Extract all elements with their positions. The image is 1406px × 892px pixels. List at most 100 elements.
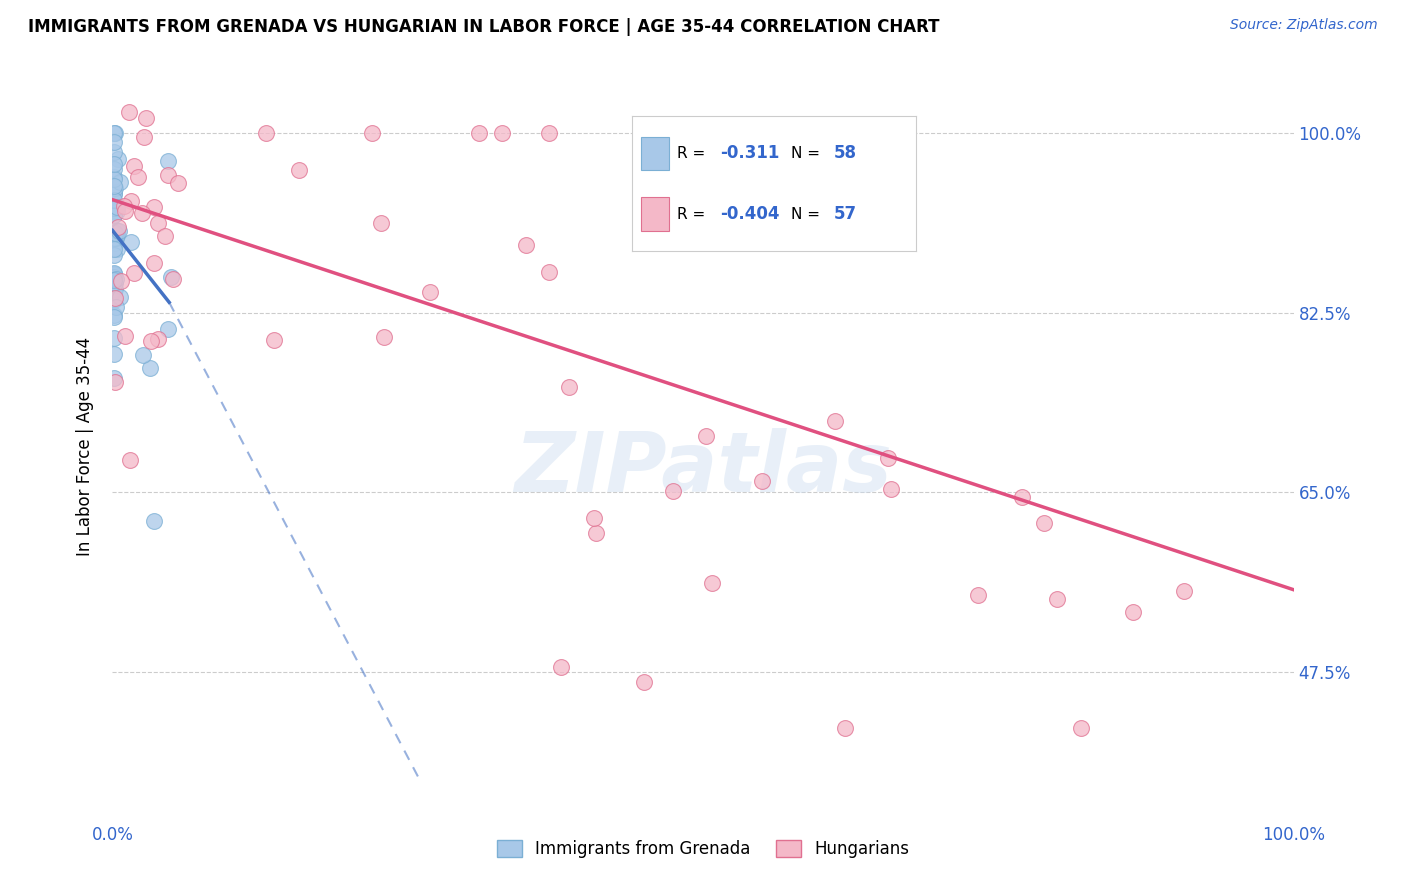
Point xyxy=(103,208,125,222)
Point xyxy=(117,105,139,120)
Point xyxy=(103,172,125,186)
Point xyxy=(491,126,513,140)
Point xyxy=(143,200,166,214)
Point xyxy=(966,588,988,602)
Legend: Immigrants from Grenada, Hungarians: Immigrants from Grenada, Hungarians xyxy=(491,833,915,864)
Point xyxy=(104,277,127,291)
Point xyxy=(103,273,125,287)
Point xyxy=(103,203,125,218)
Point xyxy=(538,126,561,140)
Point xyxy=(103,293,125,308)
Point xyxy=(103,126,125,140)
Point xyxy=(877,451,900,466)
Point xyxy=(695,428,717,442)
Point xyxy=(105,224,128,238)
Point xyxy=(582,511,605,525)
Point xyxy=(103,331,125,345)
Point xyxy=(127,170,149,185)
Point xyxy=(105,272,128,286)
Point xyxy=(110,290,132,304)
Point xyxy=(124,267,146,281)
Point xyxy=(110,274,132,288)
Point xyxy=(751,474,773,488)
Point xyxy=(157,153,180,168)
Point xyxy=(104,292,127,306)
Point xyxy=(361,126,384,140)
Point xyxy=(103,135,125,149)
Point xyxy=(537,265,560,279)
Point xyxy=(114,203,136,218)
Point xyxy=(467,126,489,140)
Point xyxy=(103,242,125,256)
Point xyxy=(103,231,125,245)
Text: ZIPatlas: ZIPatlas xyxy=(515,428,891,509)
Point xyxy=(107,220,129,235)
Point xyxy=(585,526,607,541)
Point xyxy=(105,242,128,256)
Point xyxy=(107,152,129,166)
Point xyxy=(112,199,135,213)
Point xyxy=(103,170,125,185)
Point xyxy=(153,229,176,244)
Point xyxy=(118,453,141,467)
Point xyxy=(103,268,125,282)
Point xyxy=(662,484,685,499)
Point xyxy=(103,270,125,285)
Point xyxy=(103,248,125,262)
Point xyxy=(104,126,127,140)
Point xyxy=(103,308,125,322)
Point xyxy=(162,271,184,285)
Point xyxy=(263,333,285,347)
Point xyxy=(103,194,125,208)
Point xyxy=(148,332,170,346)
Point xyxy=(131,206,153,220)
Point xyxy=(103,202,125,216)
Text: IMMIGRANTS FROM GRENADA VS HUNGARIAN IN LABOR FORCE | AGE 35-44 CORRELATION CHAR: IMMIGRANTS FROM GRENADA VS HUNGARIAN IN … xyxy=(28,18,939,36)
Point xyxy=(108,224,131,238)
Point xyxy=(120,235,142,249)
Point xyxy=(104,301,127,315)
Point xyxy=(254,126,277,140)
Point xyxy=(1070,721,1092,735)
Point xyxy=(1011,491,1033,505)
Point xyxy=(419,285,441,299)
Point xyxy=(515,238,537,252)
Point xyxy=(103,208,125,222)
Point xyxy=(142,514,165,528)
Point xyxy=(103,204,125,219)
Point xyxy=(114,328,136,343)
Point xyxy=(1122,606,1144,620)
Point xyxy=(103,310,125,325)
Point xyxy=(1173,583,1195,598)
Point xyxy=(105,204,128,219)
Point xyxy=(104,235,127,250)
Point xyxy=(103,268,125,282)
Point xyxy=(103,178,125,193)
Point xyxy=(156,168,179,182)
Point xyxy=(103,161,125,176)
Point xyxy=(558,380,581,394)
Point xyxy=(103,145,125,159)
Point xyxy=(103,266,125,280)
Point xyxy=(834,721,856,735)
Point xyxy=(135,111,157,125)
Point xyxy=(1046,591,1069,606)
Point xyxy=(132,129,155,144)
Point xyxy=(103,371,125,385)
Point xyxy=(373,329,395,343)
Point xyxy=(132,348,155,362)
Point xyxy=(160,270,183,285)
Point xyxy=(141,334,163,348)
Point xyxy=(550,659,572,673)
Point xyxy=(104,282,127,296)
Point xyxy=(105,200,128,214)
Point xyxy=(103,157,125,171)
Point xyxy=(142,256,165,270)
Text: Source: ZipAtlas.com: Source: ZipAtlas.com xyxy=(1230,18,1378,32)
Point xyxy=(104,227,127,241)
Point xyxy=(702,575,724,590)
Point xyxy=(103,225,125,239)
Point xyxy=(103,186,125,201)
Point xyxy=(104,231,127,245)
Y-axis label: In Labor Force | Age 35-44: In Labor Force | Age 35-44 xyxy=(76,336,94,556)
